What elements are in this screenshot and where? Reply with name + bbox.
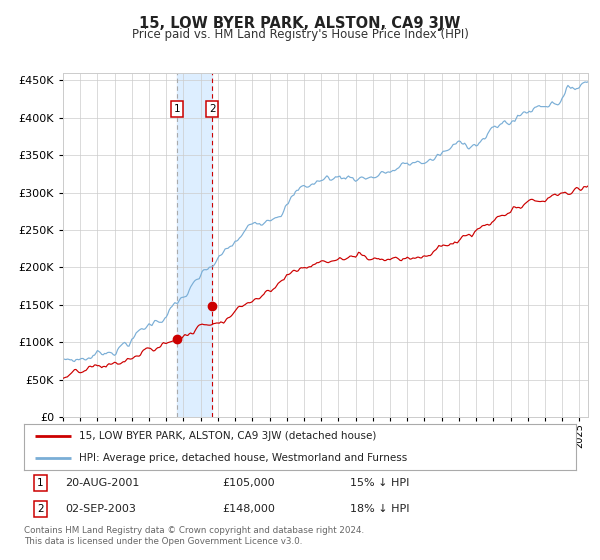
Bar (177, 73, 212, 417)
Text: HPI: Average price, detached house, Westmorland and Furness: HPI: Average price, detached house, West… (79, 454, 407, 464)
Text: 2: 2 (209, 104, 215, 114)
Text: 1: 1 (174, 104, 181, 114)
Text: Price paid vs. HM Land Registry's House Price Index (HPI): Price paid vs. HM Land Registry's House … (131, 28, 469, 41)
Text: £148,000: £148,000 (223, 505, 275, 514)
Text: 2: 2 (37, 505, 44, 514)
Text: 20-AUG-2001: 20-AUG-2001 (65, 478, 140, 488)
Text: 15, LOW BYER PARK, ALSTON, CA9 3JW (detached house): 15, LOW BYER PARK, ALSTON, CA9 3JW (deta… (79, 431, 377, 441)
Text: 18% ↓ HPI: 18% ↓ HPI (350, 505, 409, 514)
Text: Contains HM Land Registry data © Crown copyright and database right 2024.
This d: Contains HM Land Registry data © Crown c… (24, 526, 364, 546)
Text: 02-SEP-2003: 02-SEP-2003 (65, 505, 136, 514)
Text: 1: 1 (37, 478, 44, 488)
Text: 15% ↓ HPI: 15% ↓ HPI (350, 478, 409, 488)
Text: £105,000: £105,000 (223, 478, 275, 488)
Text: 15, LOW BYER PARK, ALSTON, CA9 3JW: 15, LOW BYER PARK, ALSTON, CA9 3JW (139, 16, 461, 31)
